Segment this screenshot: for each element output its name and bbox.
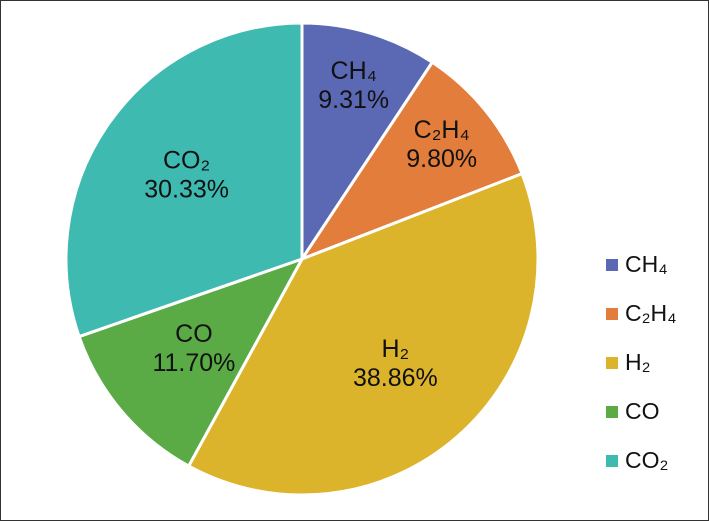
slice-value: 9.80% bbox=[406, 145, 477, 173]
slice-value: 30.33% bbox=[144, 176, 229, 204]
legend-swatch bbox=[606, 455, 618, 467]
legend-label: CH₄ bbox=[625, 251, 668, 277]
pie-slice bbox=[298, 60, 524, 263]
pie-slice bbox=[186, 171, 540, 497]
slice-value: 38.86% bbox=[353, 364, 438, 392]
legend-label: C₂H₄ bbox=[625, 300, 677, 326]
slice-category: CO bbox=[175, 320, 213, 348]
pie-slice bbox=[77, 256, 306, 469]
legend-swatch bbox=[606, 357, 618, 369]
legend-swatch bbox=[606, 259, 618, 271]
slice-value: 11.70% bbox=[152, 349, 235, 377]
pie-slice bbox=[300, 21, 435, 264]
slice-value: 9.31% bbox=[318, 86, 389, 114]
slice-category: CO₂ bbox=[163, 147, 210, 175]
slice-category: H₂ bbox=[381, 335, 409, 363]
legend-swatch bbox=[606, 308, 618, 320]
pie-slice bbox=[64, 21, 304, 339]
slice-category: CH₄ bbox=[331, 57, 377, 85]
legend-label: CO₂ bbox=[625, 447, 668, 473]
slice-category: C₂H₄ bbox=[414, 116, 470, 144]
legend-swatch bbox=[606, 406, 618, 418]
legend-label: H₂ bbox=[625, 349, 651, 375]
legend-label: CO bbox=[625, 398, 660, 424]
